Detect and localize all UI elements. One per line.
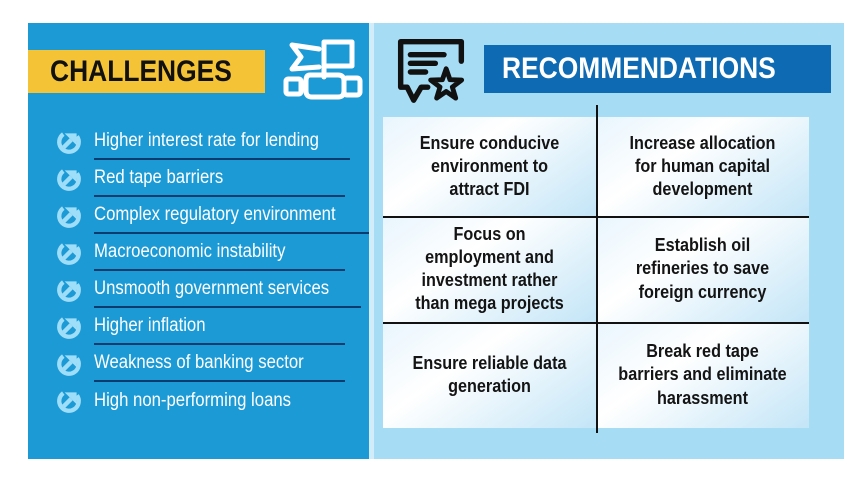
circular-arrow-icon — [56, 166, 82, 192]
circular-arrow-icon — [56, 277, 82, 303]
recommendations-title: RECOMMENDATIONS — [502, 52, 776, 85]
challenge-row: Higher inflation — [56, 308, 345, 345]
grid-divider-vertical — [596, 105, 598, 433]
grid-divider-horizontal — [383, 216, 809, 218]
challenge-item-label: Macroeconomic instability — [94, 240, 286, 262]
challenges-panel: CHALLENGES High — [28, 23, 369, 459]
recommendation-text: Increase allocation for human capital de… — [629, 132, 776, 200]
recommendation-cell: Establish oil refineries to save foreign… — [596, 216, 809, 322]
challenge-row: High non-performing loans — [56, 382, 345, 419]
document-star-icon — [392, 33, 470, 116]
recommendation-cell: Ensure reliable data generation — [383, 322, 596, 428]
recommendation-text: Establish oil refineries to save foreign… — [635, 235, 770, 302]
circular-arrow-icon — [56, 129, 82, 155]
challenges-title-band: CHALLENGES — [28, 50, 265, 93]
challenge-row: Higher interest rate for lending — [56, 123, 350, 160]
recommendation-text: Break red tape barriers and eliminate ha… — [618, 341, 787, 408]
recommendation-cell: Focus on employment and investment rathe… — [383, 216, 596, 322]
recommendation-cell: Break red tape barriers and eliminate ha… — [596, 322, 809, 428]
challenge-item-label: Weakness of banking sector — [94, 351, 304, 373]
challenge-item-label: Unsmooth government services — [94, 277, 330, 299]
challenge-item-label: Red tape barriers — [94, 166, 224, 188]
challenges-list: Higher interest rate for lending Red tap… — [56, 123, 369, 419]
circular-arrow-icon — [56, 351, 82, 377]
recommendation-text: Focus on employment and investment rathe… — [415, 223, 564, 314]
challenges-title: CHALLENGES — [50, 54, 232, 88]
recommendations-panel: RECOMMENDATIONS Ensure conducive environ… — [369, 23, 844, 459]
challenge-row: Weakness of banking sector — [56, 345, 345, 382]
challenge-item-label: Higher inflation — [94, 314, 206, 336]
circular-arrow-icon — [56, 314, 82, 340]
flag-in-hand-icon — [266, 37, 366, 120]
grid-divider-horizontal — [383, 322, 809, 324]
challenge-row: Red tape barriers — [56, 160, 345, 197]
recommendation-text: Ensure reliable data generation — [412, 352, 567, 396]
recommendation-cell: Increase allocation for human capital de… — [596, 117, 809, 216]
circular-arrow-icon — [56, 203, 82, 229]
recommendations-title-band: RECOMMENDATIONS — [484, 45, 831, 93]
circular-arrow-icon — [56, 240, 82, 266]
recommendation-text: Ensure conducive environment to attract … — [419, 132, 560, 200]
recommendations-grid: Ensure conducive environment to attract … — [383, 117, 809, 428]
circular-arrow-icon — [56, 388, 82, 414]
challenge-item-label: Higher interest rate for lending — [94, 129, 319, 151]
challenge-row: Complex regulatory environment — [56, 197, 369, 234]
recommendation-cell: Ensure conducive environment to attract … — [383, 117, 596, 216]
challenge-item-label: High non-performing loans — [94, 389, 292, 411]
challenge-row: Unsmooth government services — [56, 271, 362, 308]
challenge-row: Macroeconomic instability — [56, 234, 345, 271]
challenge-item-label: Complex regulatory environment — [94, 203, 336, 225]
